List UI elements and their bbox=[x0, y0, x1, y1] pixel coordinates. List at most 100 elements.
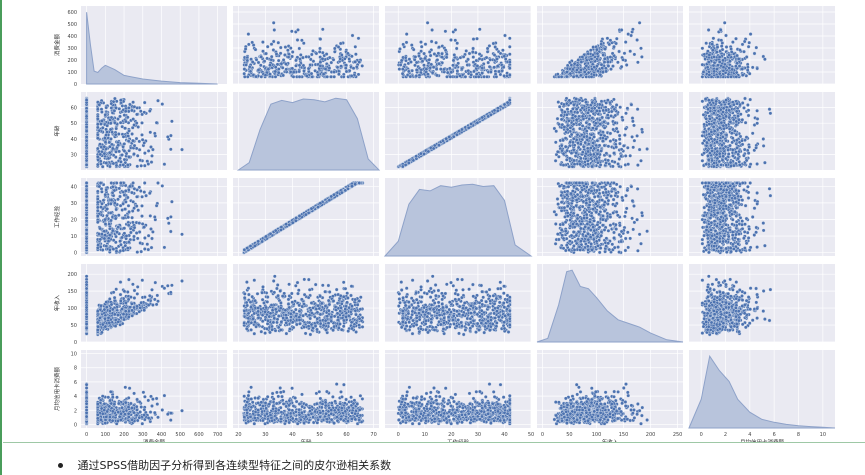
scatter-point bbox=[593, 66, 596, 69]
pair-cell-2-0: 010203040工作经验 bbox=[53, 178, 227, 257]
scatter-point bbox=[715, 140, 718, 143]
scatter-point bbox=[118, 195, 121, 198]
scatter-point bbox=[745, 136, 748, 139]
pair-cell-0-3 bbox=[537, 6, 683, 84]
scatter-point bbox=[100, 110, 103, 113]
scatter-point bbox=[485, 56, 488, 59]
scatter-point bbox=[624, 127, 627, 130]
scatter-point bbox=[448, 135, 451, 138]
scatter-point bbox=[140, 133, 143, 136]
scatter-point bbox=[737, 118, 740, 121]
scatter-point bbox=[478, 52, 481, 55]
scatter-point bbox=[713, 70, 716, 73]
scatter-point bbox=[453, 53, 456, 56]
scatter-point bbox=[495, 75, 498, 78]
scatter-point bbox=[508, 67, 511, 70]
scatter-point bbox=[136, 165, 139, 168]
scatter-point bbox=[265, 57, 268, 60]
scatter-point bbox=[722, 124, 725, 127]
scatter-point bbox=[486, 50, 489, 53]
pair-cell-1-1 bbox=[233, 92, 379, 170]
scatter-point bbox=[248, 65, 251, 68]
scatter-point bbox=[340, 53, 343, 56]
scatter-point bbox=[749, 98, 752, 101]
scatter-point bbox=[590, 110, 593, 113]
scatter-point bbox=[412, 48, 415, 51]
scatter-point bbox=[639, 47, 642, 50]
scatter-point bbox=[587, 71, 590, 74]
scatter-point bbox=[736, 157, 739, 160]
scatter-point bbox=[709, 144, 712, 147]
scatter-point bbox=[273, 28, 276, 31]
scatter-point bbox=[638, 21, 641, 24]
scatter-point bbox=[596, 52, 599, 55]
scatter-point bbox=[257, 68, 260, 71]
scatter-point bbox=[716, 64, 719, 67]
scatter-point bbox=[109, 128, 112, 131]
scatter-point bbox=[748, 41, 751, 44]
scatter-point bbox=[590, 75, 593, 78]
scatter-point bbox=[421, 60, 424, 63]
y-tick-label: 100 bbox=[67, 70, 77, 76]
scatter-point bbox=[701, 63, 704, 66]
scatter-point bbox=[638, 148, 641, 151]
scatter-point bbox=[455, 47, 458, 50]
scatter-point bbox=[121, 104, 124, 107]
scatter-point bbox=[123, 227, 126, 230]
scatter-point bbox=[458, 129, 461, 132]
scatter-point bbox=[626, 146, 629, 149]
scatter-point bbox=[768, 108, 771, 111]
scatter-point bbox=[762, 144, 765, 147]
scatter-point bbox=[702, 113, 705, 116]
scatter-point bbox=[556, 73, 559, 76]
scatter-point bbox=[456, 69, 459, 72]
scatter-point bbox=[601, 116, 604, 119]
scatter-point bbox=[741, 101, 744, 104]
scatter-point bbox=[620, 116, 623, 119]
scatter-point bbox=[566, 124, 569, 127]
scatter-point bbox=[561, 139, 564, 142]
scatter-point bbox=[592, 45, 595, 48]
scatter-point bbox=[482, 75, 485, 78]
scatter-point bbox=[272, 21, 275, 24]
scatter-point bbox=[481, 116, 484, 119]
scatter-point bbox=[586, 111, 589, 114]
scatter-point bbox=[725, 45, 728, 48]
scatter-point bbox=[618, 134, 621, 137]
scatter-point bbox=[115, 100, 118, 103]
scatter-point bbox=[328, 66, 331, 69]
scatter-point bbox=[448, 67, 451, 70]
scatter-point bbox=[595, 48, 598, 51]
scatter-point bbox=[140, 164, 143, 167]
scatter-point bbox=[712, 55, 715, 58]
scatter-point bbox=[143, 141, 146, 144]
scatter-point bbox=[114, 133, 117, 136]
scatter-point bbox=[441, 139, 444, 142]
scatter-point bbox=[284, 62, 287, 65]
scatter-point bbox=[722, 66, 725, 69]
scatter-point bbox=[731, 154, 734, 157]
scatter-point bbox=[105, 161, 108, 164]
scatter-point bbox=[581, 115, 584, 118]
scatter-point bbox=[756, 122, 759, 125]
scatter-point bbox=[737, 57, 740, 60]
scatter-point bbox=[129, 231, 132, 234]
scatter-point bbox=[633, 139, 636, 142]
scatter-point bbox=[756, 117, 759, 120]
scatter-point bbox=[274, 66, 277, 69]
scatter-point bbox=[606, 99, 609, 102]
scatter-point bbox=[623, 52, 626, 55]
scatter-point bbox=[85, 115, 88, 118]
scatter-point bbox=[114, 106, 117, 109]
scatter-point bbox=[565, 75, 568, 78]
scatter-point bbox=[261, 40, 264, 43]
scatter-point bbox=[122, 163, 125, 166]
scatter-point bbox=[632, 146, 635, 149]
scatter-point bbox=[130, 109, 133, 112]
scatter-point bbox=[267, 68, 270, 71]
scatter-point bbox=[85, 152, 88, 155]
scatter-point bbox=[85, 163, 88, 166]
scatter-point bbox=[579, 74, 582, 77]
scatter-point bbox=[508, 60, 511, 63]
scatter-point bbox=[108, 141, 111, 144]
